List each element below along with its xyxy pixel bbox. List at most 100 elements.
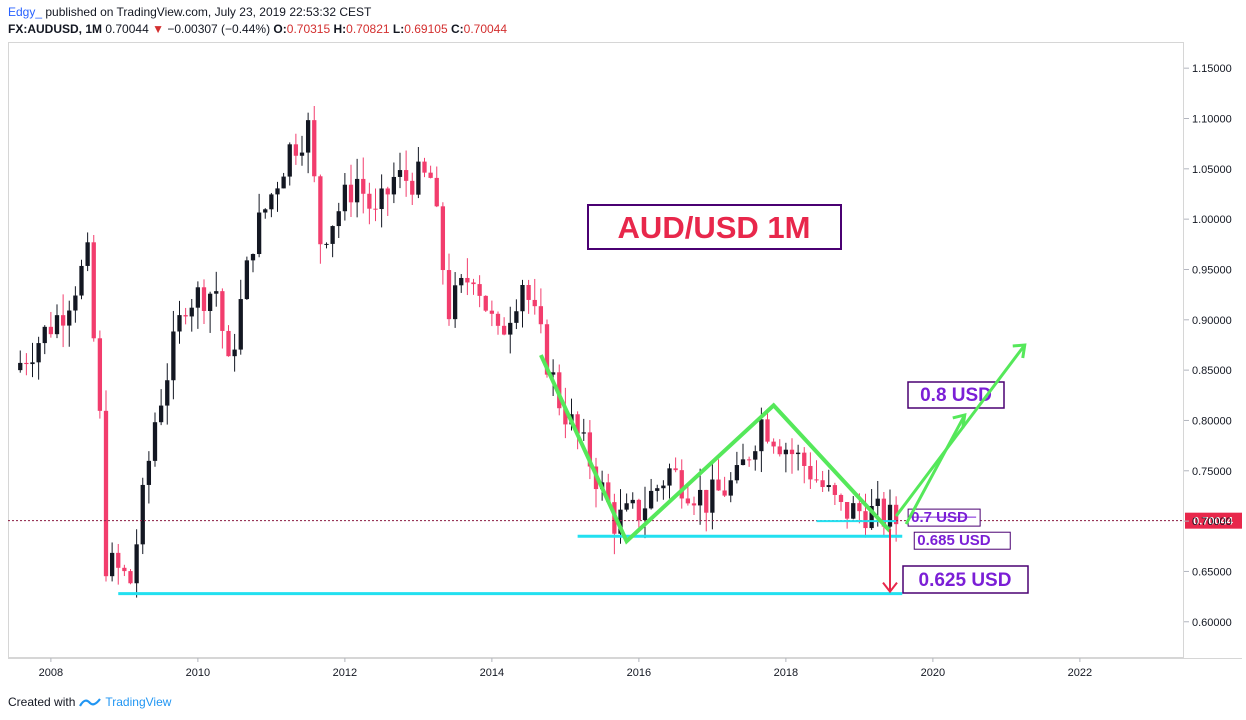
candle-body — [789, 449, 795, 455]
candle-body — [746, 459, 752, 461]
chart-frame[interactable] — [8, 42, 1184, 658]
candle-body — [318, 176, 323, 245]
candle-body — [526, 285, 531, 300]
candle-body — [691, 503, 697, 506]
candle-body — [434, 177, 439, 207]
low-value: 0.69105 — [404, 22, 448, 36]
candle-body — [532, 299, 537, 307]
candles — [18, 105, 899, 598]
high-value: 0.70821 — [346, 22, 390, 36]
candle-body — [146, 460, 152, 485]
candle-body — [42, 326, 47, 344]
candle-body — [54, 315, 60, 335]
candle-body — [857, 503, 862, 512]
y-tick-label: 0.85000 — [1192, 365, 1232, 377]
candle-body — [661, 485, 666, 489]
candle-body — [648, 490, 654, 509]
candle-body — [802, 452, 807, 466]
created-with-text: Created with — [8, 695, 76, 709]
close-value: 0.70044 — [463, 22, 508, 36]
candle-body — [710, 479, 715, 513]
candle-body — [214, 291, 219, 294]
candle-body — [832, 485, 838, 495]
candle-body — [495, 313, 501, 326]
candle-body — [795, 452, 801, 455]
candle-body — [293, 144, 299, 156]
candle-body — [544, 324, 550, 375]
candle-body — [887, 504, 893, 527]
candle-body — [336, 211, 341, 227]
candle-body — [73, 295, 78, 311]
high-label: H: — [333, 22, 347, 36]
x-tick-label: 2012 — [333, 667, 357, 679]
candle-body — [814, 479, 819, 481]
close-label: C: — [450, 22, 464, 36]
candle-body — [538, 306, 544, 325]
double-top-pattern — [539, 354, 892, 545]
candle-body — [655, 488, 660, 491]
candle-body — [250, 254, 256, 261]
candle-body — [477, 284, 482, 296]
candle-body — [354, 178, 360, 203]
candle-body — [18, 362, 23, 371]
candle-body — [820, 480, 825, 488]
candle-body — [103, 410, 109, 577]
candle-body — [85, 242, 90, 266]
candle-body — [281, 176, 286, 189]
y-tick-label: 0.70000 — [1192, 516, 1232, 528]
candle-body — [728, 480, 733, 496]
candle-body — [863, 511, 868, 529]
author-name[interactable]: Edgy_ — [8, 5, 43, 19]
candle-body — [116, 552, 121, 568]
publish-info: Edgy_ published on TradingView.com, July… — [8, 5, 371, 19]
candle-body — [826, 485, 831, 488]
candle-body — [220, 291, 225, 331]
candle-body — [844, 501, 850, 519]
target-label: 0.625 USD — [919, 570, 1012, 591]
candle-body — [305, 120, 311, 153]
candle-body — [489, 310, 495, 314]
candle-body — [501, 325, 507, 335]
tradingview-brand[interactable]: TradingView — [105, 695, 172, 709]
candle-body — [422, 161, 427, 173]
candle-body — [226, 330, 231, 357]
candle-body — [452, 285, 458, 320]
level-label-box — [913, 531, 1011, 550]
candle-body — [428, 172, 433, 178]
candle-body — [416, 161, 421, 195]
candle-body — [514, 311, 519, 323]
tradingview-logo-icon — [79, 698, 102, 707]
candle-body — [838, 494, 844, 502]
candle-body — [618, 509, 623, 534]
candle-body — [48, 326, 54, 335]
candle-body — [636, 499, 642, 521]
bullish-arrow-line — [894, 344, 1026, 517]
candle-body — [403, 170, 409, 181]
x-tick-label: 2020 — [921, 667, 945, 679]
x-tick-label: 2010 — [186, 667, 210, 679]
candle-body — [777, 446, 782, 455]
candle-body — [581, 432, 586, 434]
chart-title: AUD/USD 1M — [618, 210, 811, 245]
candle-body — [79, 265, 84, 296]
candle-body — [30, 362, 35, 365]
candle-body — [685, 498, 691, 504]
candle-body — [24, 362, 29, 365]
change-down-icon: ▼ — [152, 22, 164, 36]
footer: Created with TradingView — [8, 695, 171, 709]
candle-body — [342, 184, 348, 212]
x-tick-label: 2014 — [480, 667, 504, 679]
current-price-tag — [1185, 512, 1242, 529]
candle-body — [140, 484, 145, 545]
bearish-arrowhead — [882, 581, 898, 594]
candle-body — [722, 490, 727, 496]
time-axis-border — [8, 658, 1242, 659]
candle-body — [385, 188, 390, 195]
target-label-box — [902, 565, 1029, 594]
y-tick-label: 0.65000 — [1192, 566, 1232, 578]
candle-body — [128, 571, 133, 584]
candle-body — [256, 212, 262, 255]
publish-text: published on TradingView.com, July 23, 2… — [45, 5, 372, 19]
candle-body — [348, 184, 354, 203]
